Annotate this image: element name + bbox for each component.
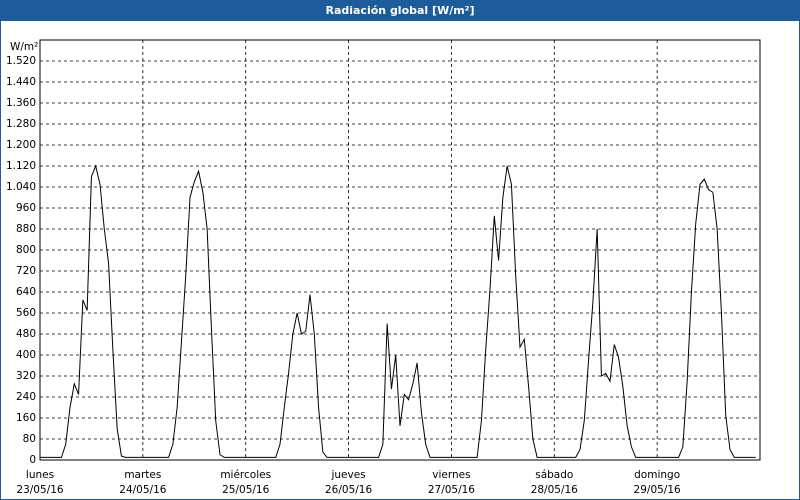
- x-tick-label: 28/05/16: [531, 484, 578, 496]
- y-tick-label: 1.520: [6, 55, 36, 67]
- y-tick-label: 240: [16, 391, 36, 403]
- x-tick-label: viernes: [432, 469, 470, 481]
- x-tick-label: jueves: [330, 469, 365, 481]
- x-tick-label: lunes: [26, 469, 54, 481]
- y-tick-label: 320: [16, 370, 36, 382]
- y-tick-label: 1.440: [6, 76, 36, 88]
- x-tick-label: 27/05/16: [428, 484, 475, 496]
- y-axis-unit: W/m²: [10, 41, 38, 53]
- y-tick-label: 80: [23, 433, 36, 445]
- plot-frame: [39, 39, 761, 461]
- y-tick-label: 1.360: [6, 97, 36, 109]
- x-tick-label: 25/05/16: [222, 484, 269, 496]
- y-tick-label: 960: [16, 202, 36, 214]
- y-tick-label: 400: [16, 349, 36, 361]
- data-line: [40, 164, 756, 458]
- x-tick-label: 23/05/16: [16, 484, 63, 496]
- y-tick-label: 160: [16, 412, 36, 424]
- y-tick-label: 560: [16, 307, 36, 319]
- x-tick-label: 26/05/16: [325, 484, 372, 496]
- y-tick-label: 880: [16, 223, 36, 235]
- x-tick-label: miércoles: [220, 469, 271, 481]
- x-tick-label: sábado: [535, 469, 573, 481]
- y-tick-label: 800: [16, 244, 36, 256]
- y-tick-label: 1.040: [6, 181, 36, 193]
- y-tick-label: 1.120: [6, 160, 36, 172]
- y-tick-label: 720: [16, 265, 36, 277]
- y-tick-label: 1.200: [6, 139, 36, 151]
- x-tick-label: 24/05/16: [119, 484, 166, 496]
- x-tick-label: domingo: [634, 469, 680, 481]
- y-tick-label: 1.280: [6, 118, 36, 130]
- y-tick-label: 0: [29, 454, 36, 466]
- x-tick-label: 29/05/16: [634, 484, 681, 496]
- y-tick-label: 480: [16, 328, 36, 340]
- title-bar: Radiación global [W/m²]: [1, 1, 799, 21]
- x-tick-label: martes: [124, 469, 161, 481]
- y-tick-label: 640: [16, 286, 36, 298]
